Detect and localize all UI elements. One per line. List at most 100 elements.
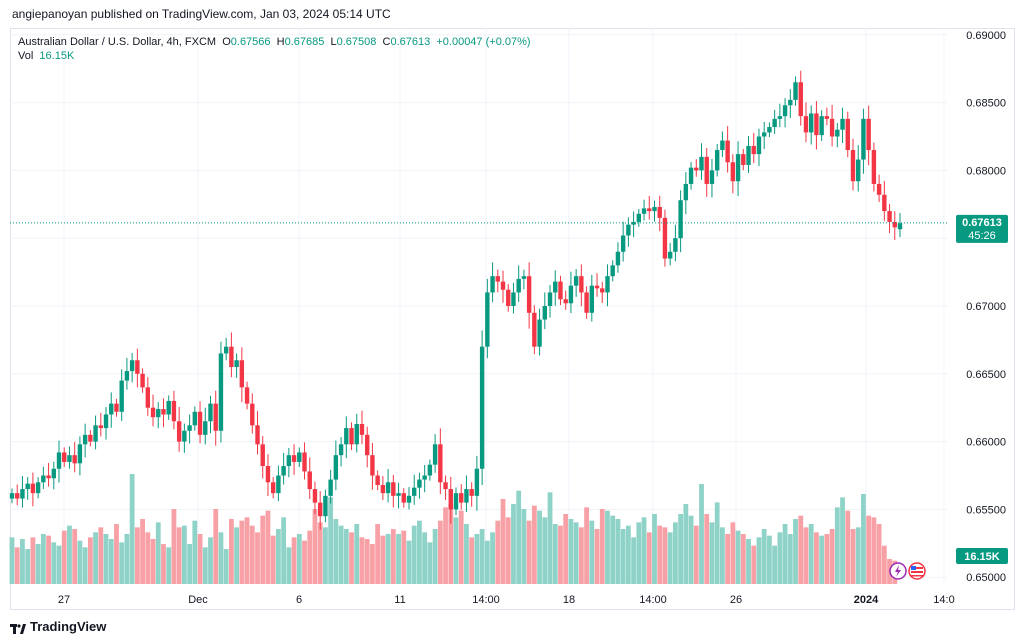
candle-body[interactable] — [35, 482, 41, 494]
candle-body[interactable] — [756, 136, 762, 155]
candle-body[interactable] — [260, 444, 265, 467]
candle-body[interactable] — [197, 411, 203, 435]
candle-body[interactable] — [667, 251, 673, 259]
candle-body[interactable] — [56, 452, 62, 469]
candle-body[interactable] — [349, 428, 354, 445]
candle-body[interactable] — [291, 455, 297, 462]
candle-body[interactable] — [568, 285, 574, 304]
candle-body[interactable] — [307, 471, 312, 490]
candle-body[interactable] — [234, 360, 239, 368]
candle-body[interactable] — [798, 82, 803, 117]
candle-body[interactable] — [861, 118, 866, 160]
candle-body[interactable] — [631, 221, 636, 225]
candle-body[interactable] — [741, 154, 746, 165]
candle-body[interactable] — [77, 444, 83, 464]
candle-body[interactable] — [620, 235, 626, 252]
candle-body[interactable] — [694, 167, 699, 171]
candle-body[interactable] — [406, 495, 412, 503]
brand-footer[interactable]: TradingView — [10, 619, 106, 634]
candle-body[interactable] — [417, 479, 422, 488]
candle-body[interactable] — [819, 116, 824, 136]
candle-body[interactable] — [730, 162, 736, 182]
candle-body[interactable] — [506, 289, 511, 306]
candle-body[interactable] — [176, 421, 182, 442]
candle-body[interactable] — [673, 238, 678, 252]
candle-body[interactable] — [443, 482, 448, 490]
candle-body[interactable] — [647, 208, 652, 212]
candle-body[interactable] — [119, 380, 124, 412]
candle-body[interactable] — [683, 183, 689, 201]
candle-body[interactable] — [9, 493, 15, 499]
candle-body[interactable] — [662, 217, 668, 259]
candle-body[interactable] — [725, 140, 730, 163]
candle-body[interactable] — [511, 292, 516, 306]
candle-body[interactable] — [641, 208, 647, 214]
candle-body[interactable] — [312, 489, 318, 503]
candle-body[interactable] — [547, 292, 553, 306]
candle-body[interactable] — [516, 278, 521, 293]
candle-body[interactable] — [365, 434, 370, 456]
candle-body[interactable] — [427, 464, 433, 476]
candle-body[interactable] — [41, 475, 46, 483]
candle-body[interactable] — [777, 116, 783, 119]
candle-body[interactable] — [239, 360, 245, 388]
candle-body[interactable] — [803, 116, 809, 133]
candle-body[interactable] — [469, 489, 474, 496]
candle-body[interactable] — [589, 285, 595, 313]
candle-body[interactable] — [25, 483, 30, 490]
candle-body[interactable] — [788, 99, 793, 106]
candle-body[interactable] — [323, 495, 328, 517]
candle-body[interactable] — [129, 360, 135, 372]
candle-body[interactable] — [688, 167, 694, 184]
candle-body[interactable] — [62, 452, 67, 462]
candle-body[interactable] — [845, 118, 850, 151]
candle-body[interactable] — [459, 493, 464, 503]
candle-body[interactable] — [276, 475, 281, 494]
candle-body[interactable] — [72, 455, 77, 464]
candle-body[interactable] — [704, 156, 709, 184]
candle-body[interactable] — [229, 346, 234, 368]
candle-body[interactable] — [135, 360, 140, 374]
candle-body[interactable] — [317, 502, 323, 517]
candle-body[interactable] — [558, 281, 563, 300]
candle-body[interactable] — [82, 434, 88, 445]
candle-body[interactable] — [15, 493, 20, 499]
candle-body[interactable] — [46, 475, 51, 479]
candle-body[interactable] — [380, 485, 386, 494]
candle-body[interactable] — [412, 487, 417, 496]
candle-body[interactable] — [88, 434, 93, 442]
candle-body[interactable] — [782, 105, 788, 117]
candle-body[interactable] — [600, 288, 605, 293]
candle-body[interactable] — [892, 221, 897, 228]
candle-body[interactable] — [652, 207, 657, 212]
candle-body[interactable] — [124, 371, 130, 381]
candle-body[interactable] — [563, 299, 568, 304]
chart-frame[interactable] — [10, 28, 1015, 610]
candle-body[interactable] — [464, 489, 469, 503]
candle-body[interactable] — [500, 281, 506, 290]
candle-body[interactable] — [103, 414, 109, 429]
candle-body[interactable] — [391, 482, 396, 496]
candle-body[interactable] — [835, 129, 840, 137]
candle-body[interactable] — [203, 421, 208, 435]
candle-body[interactable] — [20, 489, 25, 499]
candle-body[interactable] — [385, 482, 391, 494]
candle-body[interactable] — [244, 387, 250, 404]
candle-body[interactable] — [171, 400, 177, 422]
candle-body[interactable] — [772, 118, 777, 127]
candle-body[interactable] — [474, 468, 480, 496]
candle-body[interactable] — [615, 251, 621, 266]
candle-body[interactable] — [573, 276, 579, 286]
candle-body[interactable] — [161, 409, 166, 415]
candle-body[interactable] — [270, 482, 276, 494]
candle-body[interactable] — [30, 483, 36, 494]
candle-body[interactable] — [51, 468, 56, 479]
candle-body[interactable] — [579, 276, 584, 293]
candle-body[interactable] — [495, 276, 500, 282]
candle-body[interactable] — [761, 132, 767, 137]
candle-body[interactable] — [140, 373, 145, 388]
candle-body[interactable] — [605, 276, 610, 293]
candle-body[interactable] — [213, 403, 218, 431]
candle-body[interactable] — [453, 493, 459, 510]
candle-body[interactable] — [328, 479, 333, 496]
